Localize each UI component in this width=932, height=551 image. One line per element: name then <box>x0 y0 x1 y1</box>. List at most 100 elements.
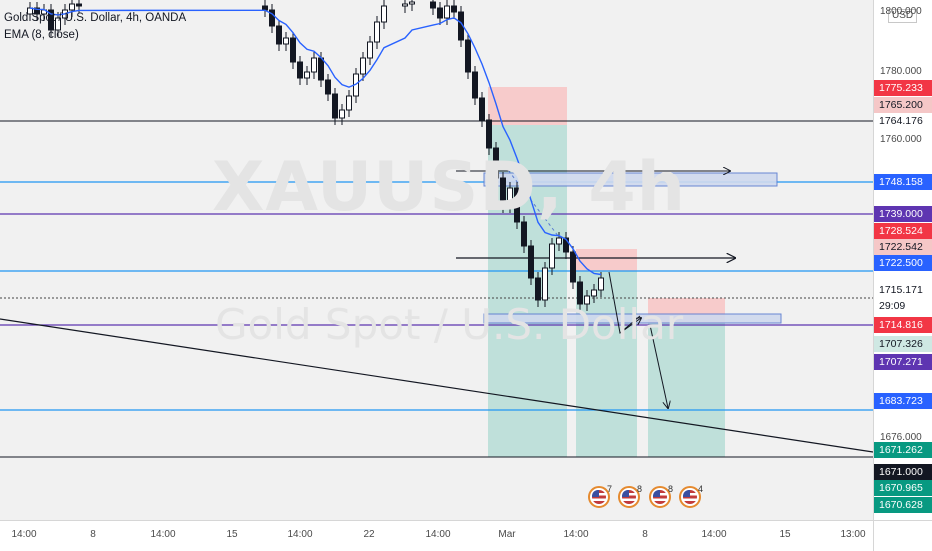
candle-body <box>27 7 33 15</box>
candle-body <box>437 7 443 19</box>
event-count: 4 <box>698 484 704 494</box>
candle-body <box>409 1 415 5</box>
candle-body <box>486 119 492 149</box>
projection-arrow <box>504 165 566 246</box>
candle-body <box>444 5 450 19</box>
currency-badge[interactable]: USD <box>888 9 918 23</box>
symbol-name-watermark: Gold Spot / U.S. Dollar <box>215 300 684 349</box>
candle-body <box>325 79 331 95</box>
candle-body <box>479 97 485 121</box>
time-tick: 15 <box>226 529 238 540</box>
price-label: 1714.816 <box>874 317 932 333</box>
trend-line <box>0 318 874 453</box>
economic-event-icon[interactable]: 8 <box>649 484 673 508</box>
price-label: 1775.233 <box>874 80 932 96</box>
candle-body <box>521 221 527 247</box>
candle-body <box>269 9 275 27</box>
candle-body <box>283 37 289 45</box>
time-tick: 22 <box>363 529 375 540</box>
candle-body <box>549 243 555 269</box>
time-tick: 14:00 <box>287 529 313 540</box>
economic-event-icon[interactable]: 4 <box>679 484 704 508</box>
price-label: 1670.628 <box>874 497 932 513</box>
candle-body <box>367 41 373 59</box>
candle-body <box>332 93 338 119</box>
price-label: 1764.176 <box>874 113 932 129</box>
supply-zone-box <box>483 172 778 187</box>
candle-body <box>472 71 478 99</box>
stop-loss-zone <box>488 87 567 125</box>
price-label: 1722.542 <box>874 239 932 255</box>
symbol-title[interactable]: Gold Spot / U.S. Dollar, 4h, OANDA <box>4 12 187 24</box>
price-tick: 1800.000 <box>880 6 922 17</box>
candle-body <box>514 187 520 223</box>
price-label: 1722.500 <box>874 255 932 271</box>
time-tick: Mar <box>498 529 516 540</box>
candle-body <box>500 177 506 207</box>
price-label: 1748.158 <box>874 174 932 190</box>
candle-body <box>528 245 534 279</box>
ema-line <box>29 7 602 276</box>
candle-body <box>570 251 576 283</box>
ema-indicator-label[interactable]: EMA (8, close) <box>4 29 79 41</box>
economic-event-icon[interactable]: 8 <box>618 484 643 508</box>
price-label: 1671.262 <box>874 442 932 458</box>
price-label: 1670.965 <box>874 480 932 496</box>
price-label: 1707.271 <box>874 354 932 370</box>
symbol-watermark: XAUUSD, 4h <box>212 148 687 227</box>
event-count: 8 <box>637 484 643 494</box>
candle-body <box>598 277 604 291</box>
price-label: 1707.326 <box>874 336 932 352</box>
candle-body <box>374 21 380 43</box>
price-label: 1728.524 <box>874 223 932 239</box>
candle-body <box>276 25 282 45</box>
candle-body <box>584 295 590 305</box>
candle-body <box>297 61 303 79</box>
candle-body <box>542 267 548 301</box>
candle-body <box>34 7 40 15</box>
time-tick: 8 <box>642 529 648 540</box>
price-label: 1739.000 <box>874 206 932 222</box>
candle-body <box>465 39 471 73</box>
candle-body <box>311 57 317 73</box>
price-axis[interactable]: USD 1800.000 1780.000 1760.000 1676.000 … <box>873 0 932 520</box>
candle-body <box>304 71 310 79</box>
candle-body <box>507 187 513 207</box>
plot-area <box>0 0 873 520</box>
candle-body <box>591 289 597 297</box>
time-tick: 14:00 <box>701 529 727 540</box>
stop-loss-zone <box>576 249 637 271</box>
price-label: 1683.723 <box>874 393 932 409</box>
candle-body <box>381 5 387 23</box>
candle-body <box>48 9 54 31</box>
candle-body <box>451 5 457 13</box>
candle-body <box>402 3 408 7</box>
candle-body <box>76 3 82 7</box>
candle-body <box>563 237 569 253</box>
candle-body <box>493 147 499 179</box>
price-label: 1671.000 <box>874 464 932 480</box>
time-tick: 14:00 <box>563 529 589 540</box>
time-tick: 14:00 <box>11 529 37 540</box>
price-label: 29:09 <box>874 298 932 314</box>
candle-body <box>262 5 268 11</box>
time-tick: 15 <box>779 529 791 540</box>
candle-body <box>577 281 583 305</box>
axis-corner <box>873 520 932 551</box>
time-axis[interactable]: 14:00 8 14:00 15 14:00 22 14:00 Mar 14:0… <box>0 520 873 551</box>
economic-event-icon[interactable]: 7 <box>588 484 613 508</box>
candle-body <box>346 95 352 111</box>
projection-arrow <box>649 324 668 408</box>
take-profit-zone <box>648 323 725 457</box>
candle-body <box>55 17 61 31</box>
price-tick: 1676.000 <box>880 432 922 443</box>
candle-body <box>556 237 562 245</box>
event-count: 7 <box>607 484 613 494</box>
projection-arrow <box>619 315 641 334</box>
chart-legend: Gold Spot / U.S. Dollar, 4h, OANDA EMA (… <box>4 10 186 44</box>
candle-body <box>535 277 541 301</box>
time-tick: 14:00 <box>150 529 176 540</box>
candle-body <box>339 109 345 119</box>
price-tick: 1780.000 <box>880 66 922 77</box>
